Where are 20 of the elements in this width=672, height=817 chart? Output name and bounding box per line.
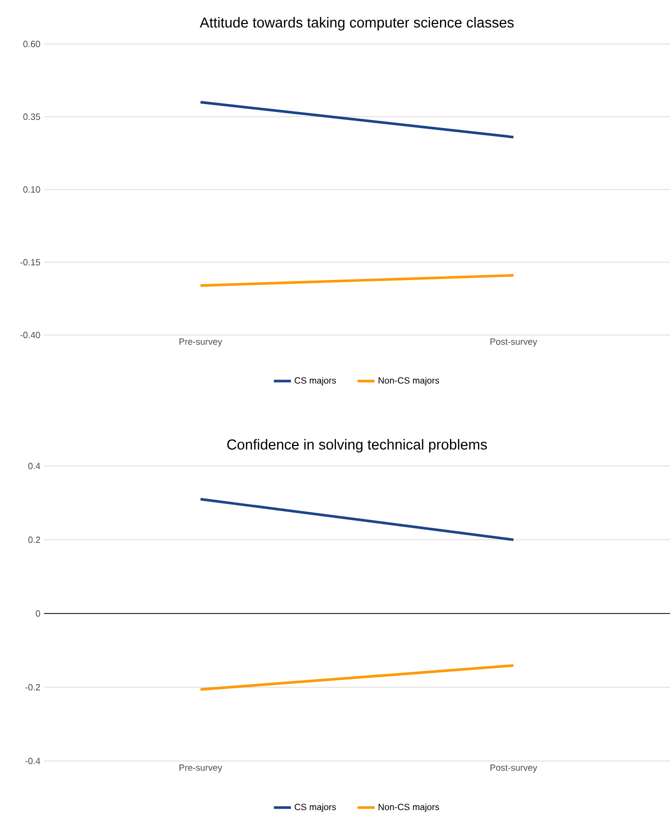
x-tick-label: Pre-survey <box>179 764 222 773</box>
y-tick-label: -0.4 <box>25 758 40 764</box>
y-tick-label: 0.60 <box>23 40 40 48</box>
chart-title: Confidence in solving technical problems <box>227 439 487 452</box>
y-tick-label: -0.15 <box>20 259 40 266</box>
y-tick-label: 0.4 <box>28 462 40 470</box>
y-tick-label: 0.2 <box>28 536 40 543</box>
legend-label: Non-CS majors <box>378 804 440 812</box>
x-tick-label: Pre-survey <box>179 338 222 347</box>
y-tick-label: -0.40 <box>20 332 40 338</box>
legend-label: CS majors <box>294 377 336 386</box>
y-tick-label: -0.2 <box>25 684 40 690</box>
chart-title: Attitude towards taking computer science classes <box>200 17 514 30</box>
legend-label: CS majors <box>294 804 336 812</box>
legend-label: Non-CS majors <box>378 377 440 386</box>
x-tick-label: Post-survey <box>490 764 538 773</box>
y-tick-label: 0 <box>36 610 40 617</box>
y-tick-label: 0.35 <box>23 114 40 120</box>
y-tick-label: 0.10 <box>23 186 40 193</box>
x-tick-label: Post-survey <box>490 338 538 347</box>
